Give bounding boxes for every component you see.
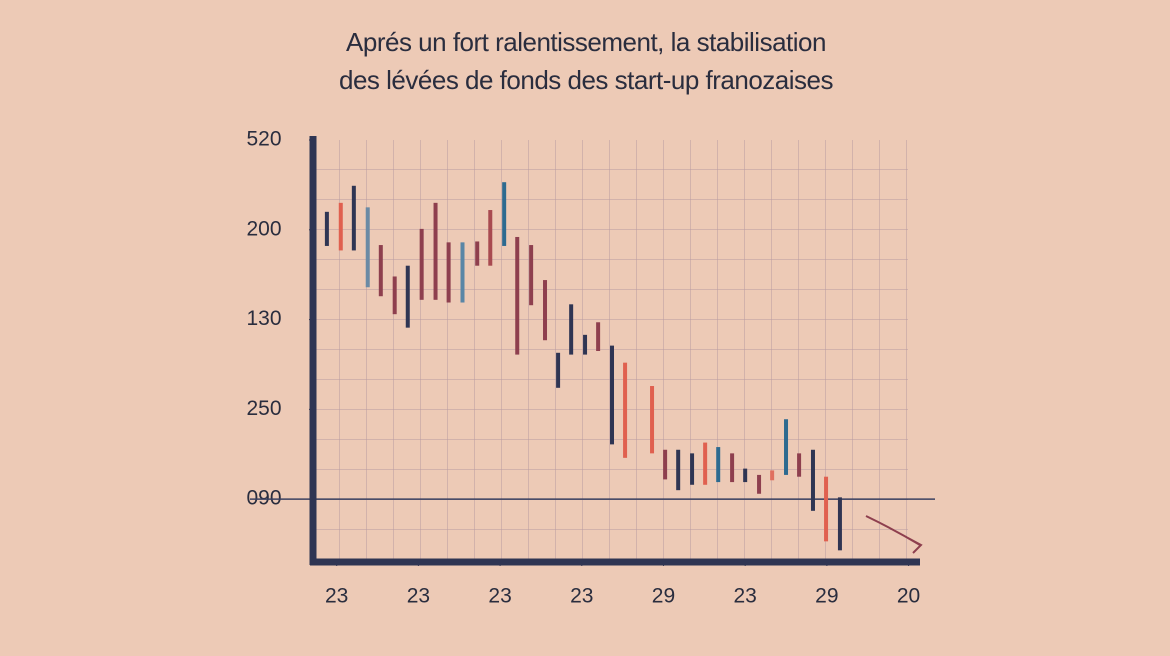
candle	[596, 322, 601, 351]
candle	[351, 185, 356, 251]
candle	[676, 449, 681, 491]
chart-title: Aprés un fort ralentissement, la stabili…	[346, 27, 826, 57]
candle	[837, 497, 842, 551]
candle	[703, 442, 708, 485]
x-tick-label: 23	[570, 585, 593, 608]
y-tick-label: 130	[246, 307, 281, 330]
x-tick-label: 23	[488, 585, 511, 608]
candle	[405, 265, 410, 328]
candle	[502, 182, 507, 246]
candle	[690, 453, 695, 485]
candle	[757, 474, 762, 494]
candle	[543, 280, 548, 341]
candle	[810, 449, 815, 511]
candle	[475, 241, 480, 266]
candle	[784, 419, 789, 475]
candle	[610, 345, 615, 445]
candle	[446, 242, 451, 303]
x-tick-label: 23	[407, 585, 430, 608]
candle	[730, 453, 735, 483]
candle	[650, 386, 655, 454]
candle	[419, 228, 424, 300]
candle	[529, 245, 534, 306]
trend-arrow	[865, 515, 923, 554]
candle	[623, 362, 628, 458]
candle	[460, 242, 465, 303]
x-tick-label: 23	[733, 585, 756, 608]
candle	[824, 476, 829, 542]
x-tick-label: 20	[897, 585, 920, 608]
x-tick-label: 29	[652, 585, 675, 608]
chart-title: des lévées de fonds des start-up franoza…	[339, 65, 833, 95]
candle	[663, 449, 668, 480]
candle	[378, 245, 383, 297]
candle	[569, 304, 574, 355]
candle	[515, 236, 520, 355]
candle	[365, 207, 370, 288]
candle	[433, 202, 438, 300]
x-tick-label: 23	[325, 585, 348, 608]
candle	[583, 334, 588, 355]
candle	[770, 470, 775, 481]
candle	[556, 352, 561, 388]
candle	[338, 202, 343, 251]
candle	[716, 447, 721, 483]
candle	[488, 210, 493, 266]
y-tick-label: 250	[246, 397, 281, 420]
x-tick-label: 29	[815, 585, 838, 608]
candle	[324, 211, 329, 246]
y-tick-label: 090	[246, 487, 281, 510]
candle	[797, 453, 802, 477]
candle	[392, 276, 397, 315]
candle	[743, 468, 748, 483]
y-tick-label: 520	[246, 128, 281, 151]
y-tick-label: 200	[246, 217, 281, 240]
